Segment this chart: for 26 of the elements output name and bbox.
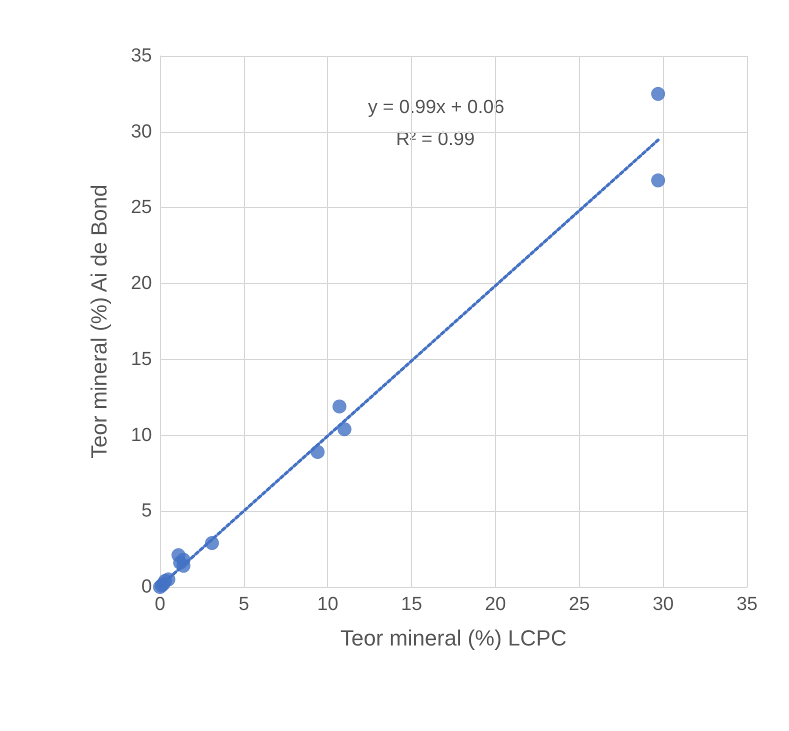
x-tick-label: 0 xyxy=(154,594,166,615)
x-tick-label: 15 xyxy=(401,594,422,615)
y-tick-label: 35 xyxy=(130,46,152,66)
x-tick-label: 5 xyxy=(238,594,250,615)
point xyxy=(651,173,666,188)
y-tick-label: 5 xyxy=(141,500,152,522)
point xyxy=(205,536,219,550)
x-axis-title: Teor mineral (%) LCPC xyxy=(340,626,567,650)
x-tick-label: 30 xyxy=(652,594,674,615)
y-tick-label: 0 xyxy=(141,576,152,598)
x-tick-label: 20 xyxy=(484,594,506,615)
point xyxy=(161,572,176,586)
x-tick-label: 25 xyxy=(568,594,590,615)
x-tick-label: 10 xyxy=(317,594,338,615)
y-tick-label: 25 xyxy=(130,197,152,218)
point xyxy=(651,86,666,101)
point xyxy=(310,444,325,459)
y-axis-title: Teor mineral (%) Ai de Bond xyxy=(86,184,112,458)
y-tick-label: 30 xyxy=(130,121,152,142)
y-tick-label: 10 xyxy=(130,424,152,446)
y-tick-label: 20 xyxy=(130,273,152,294)
x-tick-label: 35 xyxy=(736,594,758,615)
point xyxy=(176,552,190,567)
y-tick-label: 15 xyxy=(130,348,152,370)
point xyxy=(332,399,346,414)
point xyxy=(338,422,352,436)
